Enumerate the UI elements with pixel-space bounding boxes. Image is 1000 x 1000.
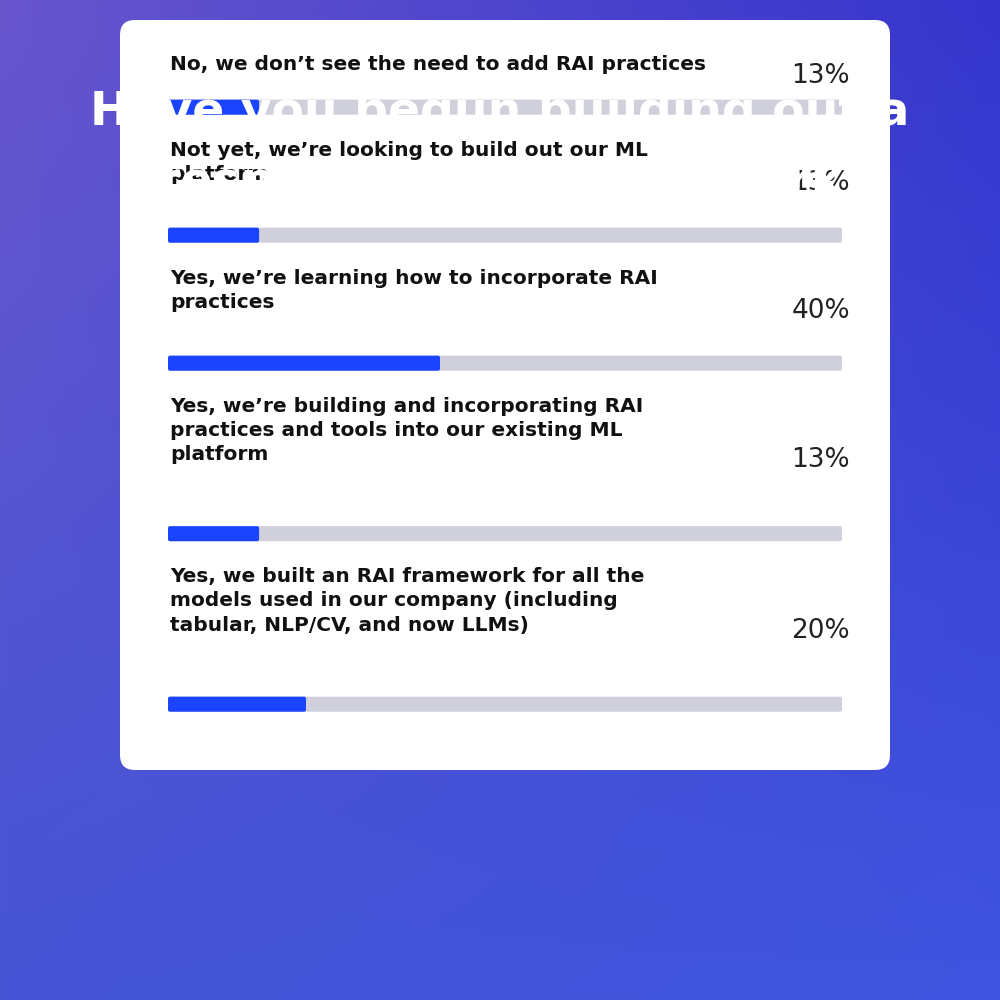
Text: Yes, we’re learning how to incorporate RAI
practices: Yes, we’re learning how to incorporate R… xyxy=(170,269,658,312)
FancyBboxPatch shape xyxy=(168,356,440,371)
FancyBboxPatch shape xyxy=(168,526,259,541)
Text: 20%: 20% xyxy=(791,618,850,644)
Text: 13%: 13% xyxy=(791,447,850,473)
FancyBboxPatch shape xyxy=(168,100,259,115)
Text: Yes, we’re building and incorporating RAI
practices and tools into our existing : Yes, we’re building and incorporating RA… xyxy=(170,397,643,464)
FancyBboxPatch shape xyxy=(168,228,259,243)
Text: Not yet, we’re looking to build out our ML
platform: Not yet, we’re looking to build out our … xyxy=(170,141,648,184)
FancyBboxPatch shape xyxy=(168,100,842,115)
FancyBboxPatch shape xyxy=(120,20,890,770)
FancyBboxPatch shape xyxy=(168,356,842,371)
Text: responsible AI framework: responsible AI framework xyxy=(157,160,843,205)
Text: 40%: 40% xyxy=(791,298,850,324)
FancyBboxPatch shape xyxy=(168,228,842,243)
Text: Yes, we built an RAI framework for all the
models used in our company (including: Yes, we built an RAI framework for all t… xyxy=(170,567,644,635)
Text: 13%: 13% xyxy=(791,170,850,196)
FancyBboxPatch shape xyxy=(168,697,842,712)
Text: No, we don’t see the need to add RAI practices: No, we don’t see the need to add RAI pra… xyxy=(170,55,706,74)
FancyBboxPatch shape xyxy=(168,526,842,541)
FancyBboxPatch shape xyxy=(168,697,306,712)
Text: Have you begun building out a: Have you begun building out a xyxy=(90,90,910,135)
Text: 13%: 13% xyxy=(791,63,850,89)
